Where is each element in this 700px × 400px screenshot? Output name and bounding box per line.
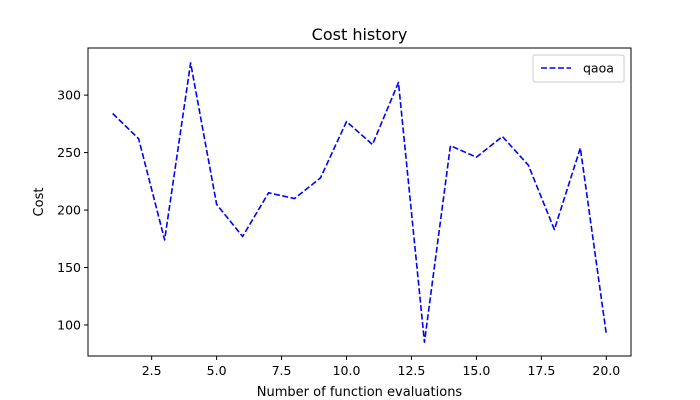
series-line-qaoa: [112, 62, 608, 344]
x-tick-label: 17.5: [527, 363, 555, 378]
plot-background: [88, 48, 631, 356]
y-tick-label: 250: [57, 145, 81, 160]
x-tick-label: 5.0: [207, 363, 227, 378]
legend-box: [532, 54, 625, 83]
x-tick-label: 7.5: [272, 363, 292, 378]
x-axis-ticks: 2.5 5.0 7.5 10.0 12.5 15.0 17.5 20.0: [142, 356, 620, 378]
series-layer: [112, 62, 608, 344]
x-tick-label: 10.0: [333, 363, 361, 378]
chart-title: Cost history: [312, 25, 408, 44]
y-axis-ticks: 100 150 200 250 300: [57, 88, 88, 332]
y-tick-label: 200: [57, 203, 81, 218]
legend-label-qaoa: qaoa: [583, 61, 614, 76]
plot-frame: [87, 47, 632, 357]
x-tick-label: 12.5: [398, 363, 426, 378]
y-axis-label: Cost: [32, 188, 47, 217]
x-tick-label: 20.0: [592, 363, 620, 378]
x-axis-label: Number of function evaluations: [257, 385, 463, 400]
x-tick-label: 15.0: [462, 363, 490, 378]
y-tick-label: 300: [57, 88, 81, 103]
y-tick-label: 150: [57, 260, 81, 275]
legend: qaoa: [532, 54, 625, 83]
y-tick-label: 100: [57, 317, 81, 332]
x-tick-label: 2.5: [142, 363, 162, 378]
